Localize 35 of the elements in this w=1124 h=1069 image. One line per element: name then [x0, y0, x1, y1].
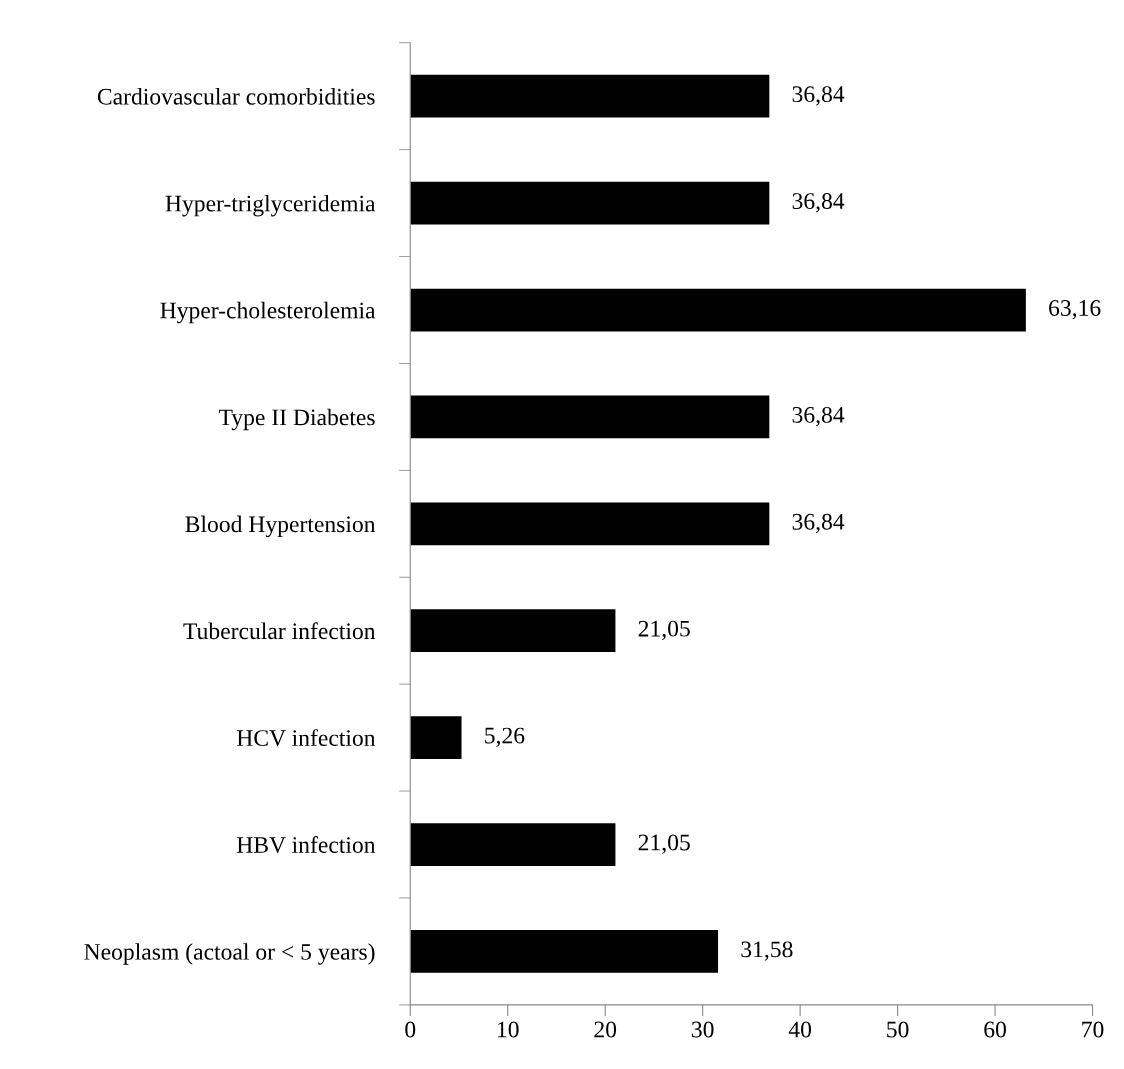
y-tick-label: Neoplasm (actoal or < 5 years)	[84, 943, 375, 965]
data-label: 5,26	[485, 727, 525, 747]
y-tick-label: Cardiovascular comorbidities	[97, 88, 375, 105]
data-label: 36,84	[792, 86, 845, 106]
y-tick-label: Type II Diabetes	[218, 408, 375, 431]
data-label: 36,84	[792, 193, 845, 213]
bar	[410, 181, 770, 225]
y-tick-label: Hyper-triglyceridemia	[165, 194, 376, 217]
y-tick-label: Blood Hypertension	[185, 515, 376, 538]
bar	[410, 395, 770, 439]
x-tick-label: 50	[887, 1021, 909, 1038]
bar	[410, 930, 719, 973]
x-tick-label: 20	[594, 1021, 617, 1038]
data-label: 36,84	[792, 513, 845, 534]
data-label: 21,05	[638, 620, 690, 641]
x-tick-label: 40	[788, 1021, 812, 1038]
data-label: 21,05	[638, 834, 690, 854]
x-tick-label: 0	[405, 1021, 416, 1038]
x-tick-label: 60	[984, 1021, 1006, 1038]
x-tick-label: 30	[691, 1021, 714, 1038]
bar	[410, 288, 1026, 332]
y-tick-label: Tubercular infection	[183, 622, 376, 640]
bar	[410, 74, 770, 118]
y-tick-label: HBV infection	[236, 836, 376, 854]
data-label: 36,84	[792, 406, 845, 427]
y-tick-label: Hyper-cholesterolemia	[160, 301, 376, 324]
bar	[410, 716, 462, 759]
x-tick-label: 10	[498, 1021, 519, 1038]
bar	[410, 502, 770, 546]
bar	[410, 609, 616, 653]
y-tick-label: HCV infection	[236, 729, 376, 747]
data-label: 31,58	[741, 941, 793, 961]
data-label: 63,16	[1049, 300, 1101, 320]
bar	[410, 823, 616, 866]
x-tick-label: 70	[1082, 1021, 1104, 1038]
